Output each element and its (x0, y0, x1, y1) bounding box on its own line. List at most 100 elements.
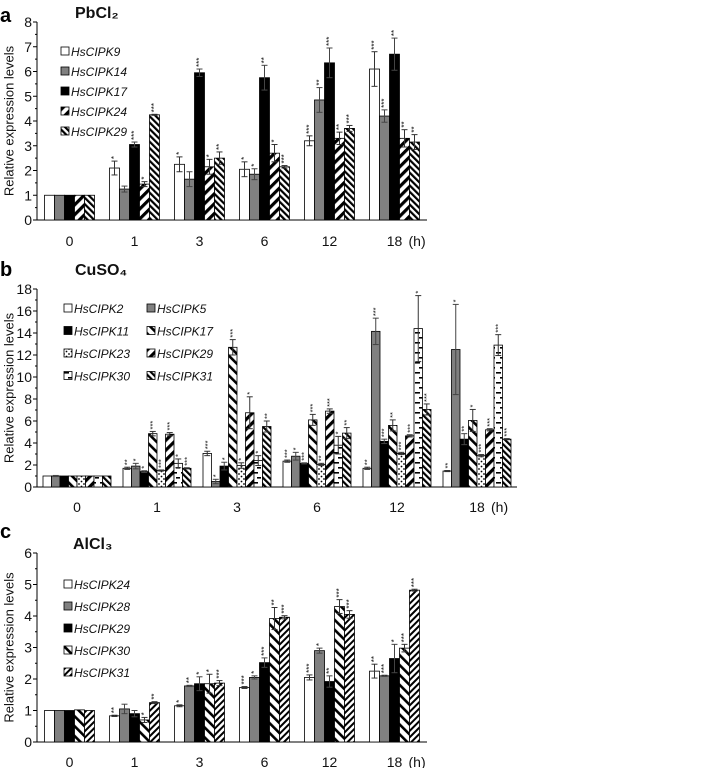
y-tick-label: 4 (24, 608, 32, 624)
significance-stars: ** (110, 707, 119, 713)
legend-swatch (63, 579, 73, 589)
legend-swatch (60, 46, 70, 56)
bar-HsCIPK17-18 (389, 53, 400, 221)
legend-item: HsCIPK11 (63, 325, 129, 339)
legend-swatch (146, 348, 156, 358)
bar-HsCIPK17-12 (388, 424, 398, 488)
significance-stars: *** (400, 633, 409, 642)
significance-stars: *** (422, 393, 431, 402)
significance-stars: ** (262, 413, 271, 419)
bar-HsCIPK30-18 (399, 647, 410, 743)
y-tick-label: 6 (24, 545, 32, 561)
bar-HsCIPK17-6 (308, 419, 318, 488)
legend-label: HsCIPK24 (71, 105, 127, 119)
significance-stars: *** (305, 664, 314, 673)
y-tick-label: 6 (24, 64, 32, 80)
bar-HsCIPK24-3 (174, 705, 185, 743)
y-tick-label: 4 (24, 113, 32, 129)
significance-stars: *** (477, 444, 486, 453)
y-tick-label: 1 (24, 187, 32, 203)
significance-stars: * (110, 156, 119, 159)
legend-swatch (60, 126, 70, 136)
bar-HsCIPK29-18 (485, 429, 495, 488)
bar-HsCIPK29-12 (344, 128, 355, 221)
significance-stars: * (220, 457, 229, 460)
y-axis-label: Relative expression levels (2, 45, 17, 196)
x-tick-label: 3 (233, 499, 241, 515)
legend-label: HsCIPK28 (74, 600, 130, 614)
y-tick-label: 0 (24, 734, 32, 750)
significance-stars: *** (148, 421, 157, 430)
panel-label: a (0, 5, 12, 27)
bar-HsCIPK23-1 (156, 470, 166, 488)
significance-stars: ** (123, 459, 132, 465)
significance-stars: *** (240, 675, 249, 684)
significance-stars: * (195, 672, 204, 675)
significance-stars: ** (335, 124, 344, 130)
bar-HsCIPK29-1 (165, 433, 175, 488)
bar-HsCIPK11-0 (59, 475, 69, 488)
significance-stars: *** (502, 428, 511, 437)
legend-item: HsCIPK29 (60, 125, 127, 139)
significance-stars: * (254, 451, 263, 454)
legend-item: HsCIPK23 (63, 347, 130, 361)
legend-item: HsCIPK14 (60, 65, 127, 79)
significance-stars: *** (325, 398, 334, 407)
significance-stars: * (315, 643, 324, 646)
bar-HsCIPK24-6 (269, 152, 280, 221)
bar-HsCIPK24-6 (239, 687, 250, 743)
chart-title: CuSO₄ (75, 262, 127, 279)
bar-HsCIPK23-0 (76, 475, 86, 488)
bar-HsCIPK30-0 (74, 709, 85, 743)
bar-HsCIPK31-0 (84, 710, 95, 743)
legend-label: HsCIPK14 (71, 65, 127, 79)
significance-stars: * (175, 152, 184, 155)
bar-HsCIPK28-0 (54, 710, 65, 743)
bar-HsCIPK31-3 (262, 426, 272, 488)
x-tick-label: 18 (387, 233, 403, 249)
legend-label: HsCIPK30 (74, 644, 130, 658)
significance-stars: ** (390, 30, 399, 36)
x-tick-label: 0 (66, 233, 74, 249)
significance-stars: * (250, 671, 259, 674)
legend-item: HsCIPK24 (60, 105, 127, 119)
bar-HsCIPK24-0 (44, 710, 55, 743)
x-unit-label: (h) (491, 499, 508, 515)
x-tick-label: 0 (73, 499, 81, 515)
bar-HsCIPK24-1 (109, 715, 120, 743)
bar-HsCIPK29-1 (149, 114, 160, 221)
x-tick-label: 3 (196, 233, 204, 249)
significance-stars: * (237, 458, 246, 461)
bar-HsCIPK24-3 (204, 166, 215, 221)
legend-label: HsCIPK24 (74, 578, 130, 592)
x-tick-label: 3 (196, 754, 204, 768)
significance-stars: ** (370, 656, 379, 662)
significance-stars: ** (388, 412, 397, 418)
significance-stars: ** (215, 144, 224, 150)
significance-stars: * (270, 139, 279, 142)
significance-stars: * (250, 164, 259, 167)
legend-label: HsCIPK23 (74, 347, 130, 361)
legend-label: HsCIPK29 (74, 622, 130, 636)
legend-item: HsCIPK30 (63, 370, 130, 384)
legend-label: HsCIPK31 (157, 370, 213, 384)
significance-stars: *** (410, 578, 419, 587)
legend-swatch (63, 645, 73, 655)
legend-swatch (63, 326, 73, 335)
significance-stars: * (414, 291, 423, 294)
significance-stars: *** (165, 422, 174, 431)
bar-HsCIPK9-18 (369, 68, 380, 221)
significance-stars: ** (342, 420, 351, 426)
y-tick-label: 3 (24, 640, 32, 656)
legend-label: HsCIPK17 (157, 325, 214, 339)
y-tick-label: 6 (24, 413, 32, 429)
legend-label: HsCIPK9 (71, 45, 121, 59)
bar-HsCIPK29-3 (214, 157, 225, 221)
bar-HsCIPK24-0 (74, 194, 85, 221)
legend-item: HsCIPK31 (63, 666, 130, 680)
significance-stars: *** (380, 428, 389, 437)
bar-HsCIPK31-0 (102, 475, 112, 488)
y-tick-label: 12 (16, 347, 32, 363)
significance-stars: *** (345, 114, 354, 123)
